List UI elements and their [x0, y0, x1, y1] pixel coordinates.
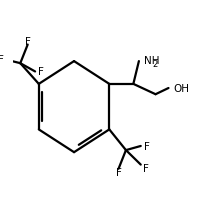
- Text: F: F: [38, 67, 44, 77]
- Text: OH: OH: [173, 84, 189, 94]
- Text: NH: NH: [144, 56, 159, 66]
- Text: 2: 2: [152, 59, 158, 68]
- Text: F: F: [116, 167, 122, 177]
- Text: F: F: [143, 163, 148, 173]
- Text: F: F: [25, 37, 31, 47]
- Text: F: F: [0, 55, 4, 65]
- Text: F: F: [144, 141, 149, 151]
